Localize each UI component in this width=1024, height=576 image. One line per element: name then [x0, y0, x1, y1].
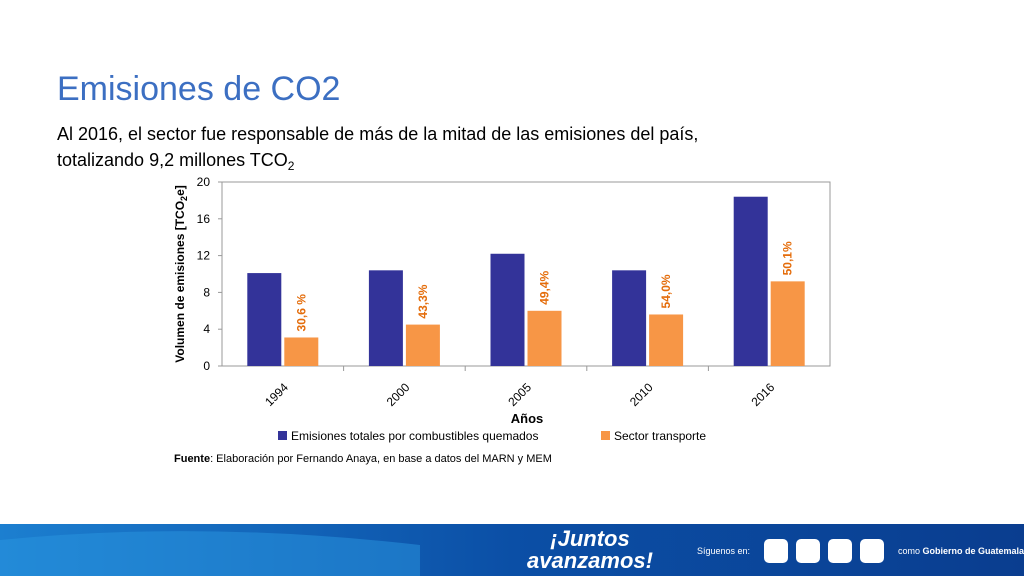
subtitle-line: totalizando 9,2 millones TCO2: [57, 150, 295, 173]
bar: [405, 324, 440, 366]
y-label-text: Volumen de emisiones [TCO: [173, 201, 187, 363]
slogan: ¡Juntos: [550, 526, 629, 551]
plot-frame: [221, 181, 831, 367]
subscript: 2: [179, 196, 189, 201]
legend-label: Emisiones totales por combustibles quema…: [291, 429, 538, 443]
source-bold: Fuente: [174, 453, 210, 465]
bar: [649, 314, 684, 366]
x-tick-label: 2010: [627, 380, 656, 409]
instagram-icon[interactable]: [828, 539, 852, 563]
subtitle-text: totalizando 9,2 millones TCO: [57, 150, 288, 170]
x-tick-label: 2016: [749, 380, 778, 409]
y-label-text: e]: [173, 185, 187, 196]
x-axis-label: Años: [511, 411, 544, 426]
y-tick-label: 0: [203, 359, 210, 373]
follow-text: Síguenos en:: [697, 546, 750, 556]
y-axis-label: Volumen de emisiones [TCO2e]: [173, 185, 189, 363]
share-annotation: 50,1%: [781, 241, 795, 275]
share-annotation: 54,0%: [659, 274, 673, 308]
bar: [490, 253, 525, 366]
bar: [527, 310, 562, 366]
y-tick-label: 16: [197, 212, 211, 226]
y-tick-label: 8: [203, 285, 210, 299]
share-annotation: 30,6 %: [294, 294, 308, 332]
bar: [284, 337, 319, 366]
x-tick-label: 2005: [505, 380, 534, 409]
account-name: Gobierno de Guatemala: [923, 546, 1024, 556]
bar: [612, 270, 647, 366]
x-tick-label: 2000: [384, 380, 413, 409]
y-tick-label: 4: [203, 322, 210, 336]
bar: [247, 273, 282, 366]
account-prefix: como: [898, 546, 923, 556]
subtitle-line: Al 2016, el sector fue responsable de má…: [57, 124, 698, 144]
footer: ¡Juntos avanzamos! Síguenos en: como Gob…: [0, 524, 1024, 576]
source-text: : Elaboración por Fernando Anaya, en bas…: [210, 453, 552, 465]
twitter-icon[interactable]: [796, 539, 820, 563]
source-note: Fuente: Elaboración por Fernando Anaya, …: [174, 453, 552, 465]
bar: [770, 281, 805, 366]
x-tick-label: 1994: [262, 380, 291, 409]
share-annotation: 43,3%: [416, 284, 430, 318]
subscript: 2: [288, 159, 295, 173]
legend-swatch: [601, 431, 610, 440]
bar: [733, 196, 768, 366]
footer-wave: [0, 531, 420, 576]
slide-title: Emisiones de CO2: [57, 70, 340, 108]
account-text: como Gobierno de Guatemala: [898, 546, 1024, 556]
facebook-icon[interactable]: [764, 539, 788, 563]
legend-label: Sector transporte: [614, 429, 706, 443]
bar: [368, 270, 403, 366]
slogan: avanzamos!: [527, 548, 653, 573]
share-annotation: 49,4%: [538, 270, 552, 304]
youtube-icon[interactable]: [860, 539, 884, 563]
y-tick-label: 20: [197, 175, 211, 189]
y-tick-label: 12: [197, 249, 211, 263]
legend-swatch: [278, 431, 287, 440]
